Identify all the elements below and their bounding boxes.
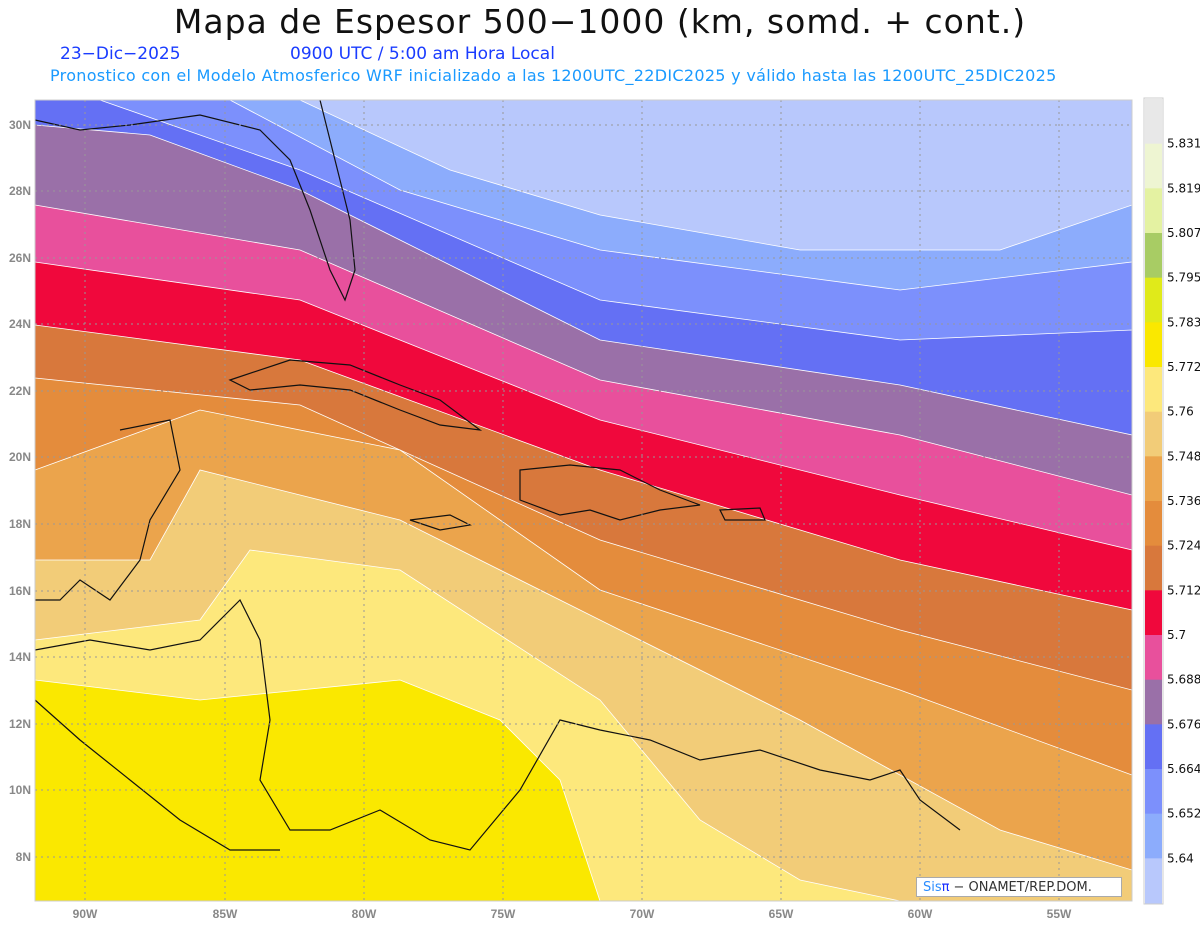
colorbar-swatch	[1145, 501, 1162, 547]
lat-label: 26N	[9, 251, 31, 265]
colorbar-swatch	[1145, 188, 1162, 234]
colorbar-label: 5.783	[1167, 315, 1200, 329]
colorbar-label: 5.712	[1167, 583, 1200, 597]
lon-label: 85W	[213, 907, 238, 921]
lat-label: 24N	[9, 317, 31, 331]
colorbar-swatch	[1145, 724, 1162, 770]
colorbar-label: 5.795	[1167, 271, 1200, 285]
colorbar-swatch	[1145, 322, 1162, 368]
forecast-time: 0900 UTC / 5:00 am Hora Local	[290, 44, 555, 64]
colorbar-label: 5.724	[1167, 539, 1200, 553]
lon-label: 65W	[769, 907, 794, 921]
colorbar-label: 5.7	[1167, 628, 1186, 642]
colorbar-label: 5.652	[1167, 807, 1200, 821]
lon-label: 55W	[1047, 907, 1072, 921]
colorbar-label: 5.736	[1167, 494, 1200, 508]
map-title: Mapa de Espesor 500−1000 (km, somd. + co…	[173, 2, 1027, 41]
forecast-date: 23−Dic−2025	[60, 44, 181, 64]
thickness-bands	[34, 99, 1133, 902]
coastline	[228, 359, 483, 431]
lat-label: 12N	[9, 717, 31, 731]
colorbar-swatch	[1145, 545, 1162, 591]
lat-label: 18N	[9, 517, 31, 531]
colorbar-label: 5.748	[1167, 449, 1200, 463]
colorbar-swatch	[1145, 99, 1162, 145]
lat-label: 30N	[9, 118, 31, 132]
lat-label: 10N	[9, 783, 31, 797]
colorbar-swatch	[1145, 858, 1162, 904]
coastline	[409, 514, 472, 531]
colorbar-label: 5.807	[1167, 226, 1200, 240]
colorbar-swatch	[1145, 277, 1162, 323]
lon-label: 70W	[630, 907, 655, 921]
colorbar-label: 5.76	[1167, 405, 1194, 419]
colorbar-swatch	[1145, 456, 1162, 502]
credit-sis: Sis	[923, 880, 942, 895]
coastline	[519, 464, 701, 521]
colorbar-swatch	[1145, 233, 1162, 279]
lat-label: 8N	[16, 850, 31, 864]
credit-pi: π	[941, 880, 950, 895]
colorbar-swatch	[1145, 635, 1162, 681]
credit-org: − ONAMET/REP.DOM.	[953, 880, 1092, 895]
colorbar-label: 5.819	[1167, 181, 1200, 195]
colorbar-label: 5.831	[1167, 137, 1200, 151]
coastline	[34, 99, 356, 302]
map-frame	[34, 99, 1133, 902]
lat-label: 28N	[9, 184, 31, 198]
lat-label: 22N	[9, 384, 31, 398]
colorbar-swatch	[1145, 590, 1162, 636]
lon-label: 90W	[73, 907, 98, 921]
lat-label: 16N	[9, 584, 31, 598]
coastline	[34, 598, 961, 851]
colorbar-swatch	[1145, 143, 1162, 189]
coastlines	[34, 99, 961, 851]
colorbar-swatch	[1145, 679, 1162, 725]
lon-label: 80W	[352, 907, 377, 921]
coastline	[34, 699, 280, 851]
lon-label: 75W	[491, 907, 516, 921]
colorbar-swatch	[1145, 367, 1162, 413]
lon-label: 60W	[908, 907, 933, 921]
colorbar-label: 5.772	[1167, 360, 1200, 374]
colorbar-swatch	[1145, 769, 1162, 815]
colorbar: 5.831 5.819 5.807 5.795 5.783 5.772 5.76 5.748 5…	[1143, 97, 1200, 905]
grid-lines	[35, 100, 1132, 901]
colorbar-label: 5.664	[1167, 762, 1200, 776]
colorbar-frame	[1143, 97, 1164, 905]
coastline	[719, 507, 766, 521]
colorbar-label: 5.688	[1167, 673, 1200, 687]
colorbar-swatch	[1145, 813, 1162, 859]
colorbar-label: 5.64	[1167, 851, 1194, 865]
lat-label: 14N	[9, 650, 31, 664]
colorbar-label: 5.676	[1167, 717, 1200, 731]
lat-label: 20N	[9, 450, 31, 464]
coastline	[35, 419, 181, 601]
credit-box: Sisπ − ONAMET/REP.DOM.	[916, 877, 1122, 897]
model-subtitle: Pronostico con el Modelo Atmosferico WRF…	[50, 66, 1057, 85]
colorbar-swatch	[1145, 411, 1162, 457]
